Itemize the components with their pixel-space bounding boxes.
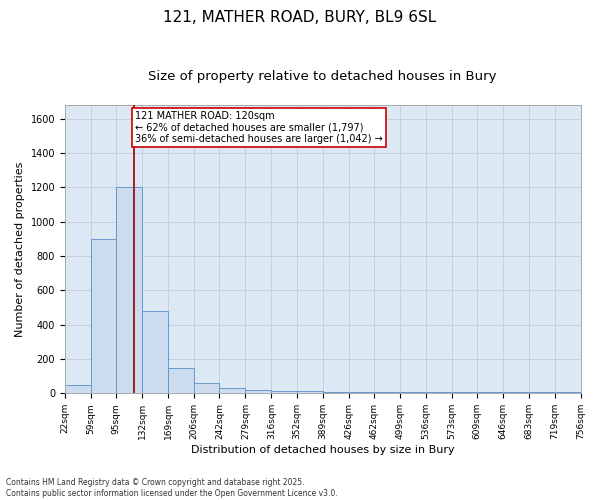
Bar [168,368,194,394]
Bar [220,388,245,394]
Title: Size of property relative to detached houses in Bury: Size of property relative to detached ho… [148,70,497,83]
Bar [323,392,349,394]
Bar [349,392,374,394]
Y-axis label: Number of detached properties: Number of detached properties [15,162,25,337]
Bar [529,392,554,394]
Bar [477,392,503,394]
Bar [271,391,297,394]
Bar [503,392,529,394]
Bar [245,390,271,394]
Bar [400,392,426,394]
Bar [297,391,323,394]
X-axis label: Distribution of detached houses by size in Bury: Distribution of detached houses by size … [191,445,455,455]
Bar [426,392,452,394]
Text: 121, MATHER ROAD, BURY, BL9 6SL: 121, MATHER ROAD, BURY, BL9 6SL [163,10,437,25]
Bar [65,385,91,394]
Bar [554,392,581,394]
Bar [91,239,116,394]
Bar [452,392,477,394]
Bar [142,311,168,394]
Bar [116,188,142,394]
Bar [374,392,400,394]
Bar [194,383,220,394]
Text: 121 MATHER ROAD: 120sqm
← 62% of detached houses are smaller (1,797)
36% of semi: 121 MATHER ROAD: 120sqm ← 62% of detache… [135,111,383,144]
Text: Contains HM Land Registry data © Crown copyright and database right 2025.
Contai: Contains HM Land Registry data © Crown c… [6,478,338,498]
